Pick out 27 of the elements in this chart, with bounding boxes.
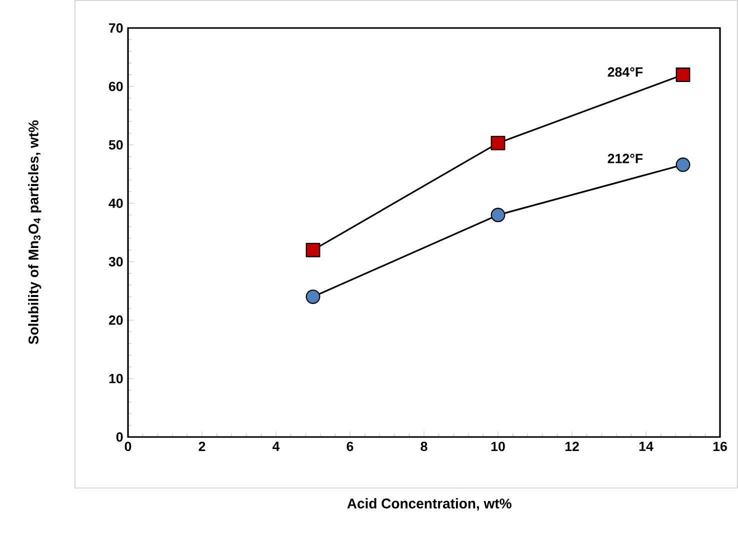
point [676, 68, 690, 82]
point [490, 208, 506, 222]
y-tick-label: 20 [108, 315, 123, 325]
x-tick-label: 10 [491, 442, 505, 452]
y-tick-label: 50 [108, 140, 123, 150]
y-axis-title: Solubility of Mn$_{3}$O$_{4}$ particles, wt% [28, 120, 42, 344]
x-tick-label: 14 [639, 442, 654, 451]
x-tick-label: 16 [713, 442, 727, 452]
x-axis-title: Acid Concentration, wt% [347, 498, 512, 510]
point [306, 242, 320, 258]
x-tick-label: 6 [346, 442, 354, 452]
y-tick-label: 0 [116, 432, 123, 442]
y-tick-label: 60 [108, 82, 123, 92]
point [490, 136, 506, 150]
y-tick-label: 40 [108, 198, 123, 208]
series-label: 284°F [608, 67, 643, 77]
x-tick-label: 4 [272, 442, 280, 451]
x-tick-label: 2 [198, 442, 206, 452]
y-tick-label: 30 [108, 256, 123, 266]
x-tick-label: 12 [565, 442, 579, 452]
point [676, 158, 690, 172]
y-tick-label: 10 [109, 374, 123, 384]
x-tick-label: 0 [124, 442, 132, 452]
series-label: 212°F [608, 154, 643, 164]
point [306, 290, 320, 304]
y-tick-label: 70 [109, 23, 123, 33]
x-tick-label: 8 [420, 442, 428, 452]
